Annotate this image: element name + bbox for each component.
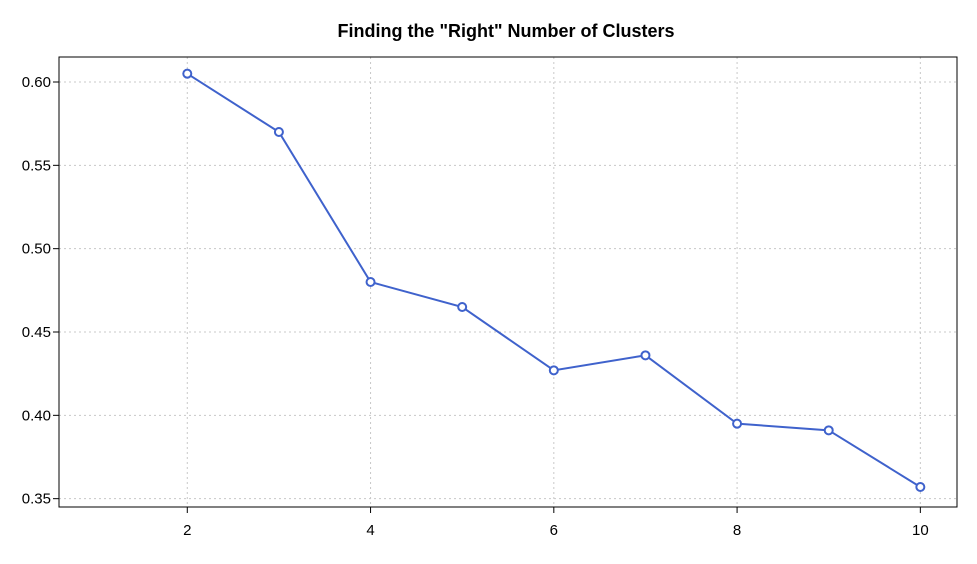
y-tick-label: 0.45 [22,324,51,341]
y-tick-label: 0.60 [22,74,51,91]
x-tick-label: 6 [550,522,558,539]
data-point [365,277,376,287]
x-tick-label: 4 [366,522,374,539]
data-point [823,425,834,436]
grid [59,57,957,507]
data-point [732,418,743,429]
data-point [915,482,926,492]
plot-area [58,56,958,508]
data-point [273,127,284,137]
x-tick-label: 8 [733,522,741,539]
chart-title: Finding the "Right" Number of Clusters [337,21,674,41]
data-point [457,302,468,312]
data-point [182,68,193,79]
series-layer [182,68,926,492]
series-line [186,72,921,488]
y-tick-label: 0.35 [22,491,51,508]
data-point [548,365,559,376]
axes: 2 4 6 8 10 0.60 0.55 0.50 0.45 0.40 0.35 [22,74,929,539]
y-tick-label: 0.50 [22,241,51,258]
x-tick-label: 2 [183,522,191,539]
y-tick-label: 0.55 [22,157,51,174]
y-tick-label: 0.40 [22,407,51,424]
x-tick-label: 10 [912,522,929,539]
data-point [640,350,651,361]
